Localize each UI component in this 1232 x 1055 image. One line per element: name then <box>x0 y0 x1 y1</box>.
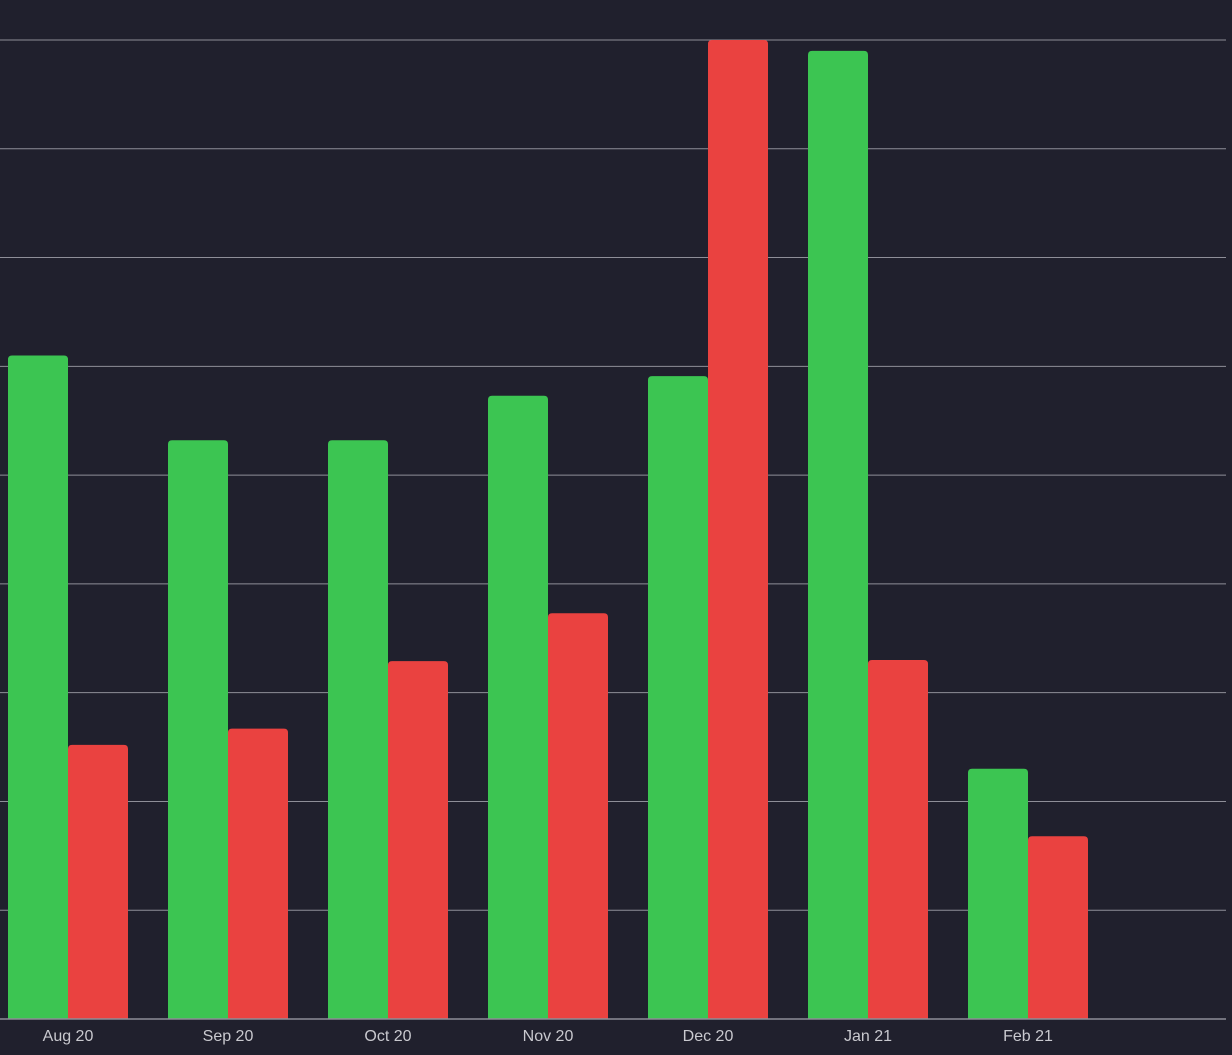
bar-dec-20-series-1 <box>648 376 708 1020</box>
bar-dec-20-series-2 <box>708 40 768 1019</box>
bar-feb-21-series-2 <box>1028 836 1088 1019</box>
bar-sep-20-series-1 <box>168 440 228 1019</box>
x-tick-label: Sep 20 <box>203 1028 254 1045</box>
bar-aug-20-series-1 <box>8 355 68 1019</box>
bar-oct-20-series-2 <box>388 661 448 1019</box>
x-tick-label: Feb 21 <box>1003 1028 1053 1045</box>
bar-feb-21-series-1 <box>968 768 1028 1019</box>
bar-jan-21-series-2 <box>868 660 928 1019</box>
x-tick-label: Aug 20 <box>43 1028 94 1045</box>
bars <box>8 40 1088 1020</box>
x-tick-label: Jan 21 <box>844 1028 892 1045</box>
bar-nov-20-series-2 <box>548 613 608 1019</box>
bar-nov-20-series-1 <box>488 395 548 1019</box>
x-tick-labels: Aug 20 Sep 20 Oct 20 Nov 20 Dec 20 Jan 21 Feb … <box>43 1028 1053 1045</box>
bar-jan-21-series-1 <box>808 50 868 1019</box>
bar-sep-20-series-2 <box>228 728 288 1019</box>
bar-oct-20-series-1 <box>328 440 388 1019</box>
x-tick-label: Nov 20 <box>523 1028 574 1045</box>
x-tick-label: Oct 20 <box>364 1028 411 1045</box>
x-tick-label: Dec 20 <box>683 1028 734 1045</box>
bar-aug-20-series-2 <box>68 744 128 1019</box>
